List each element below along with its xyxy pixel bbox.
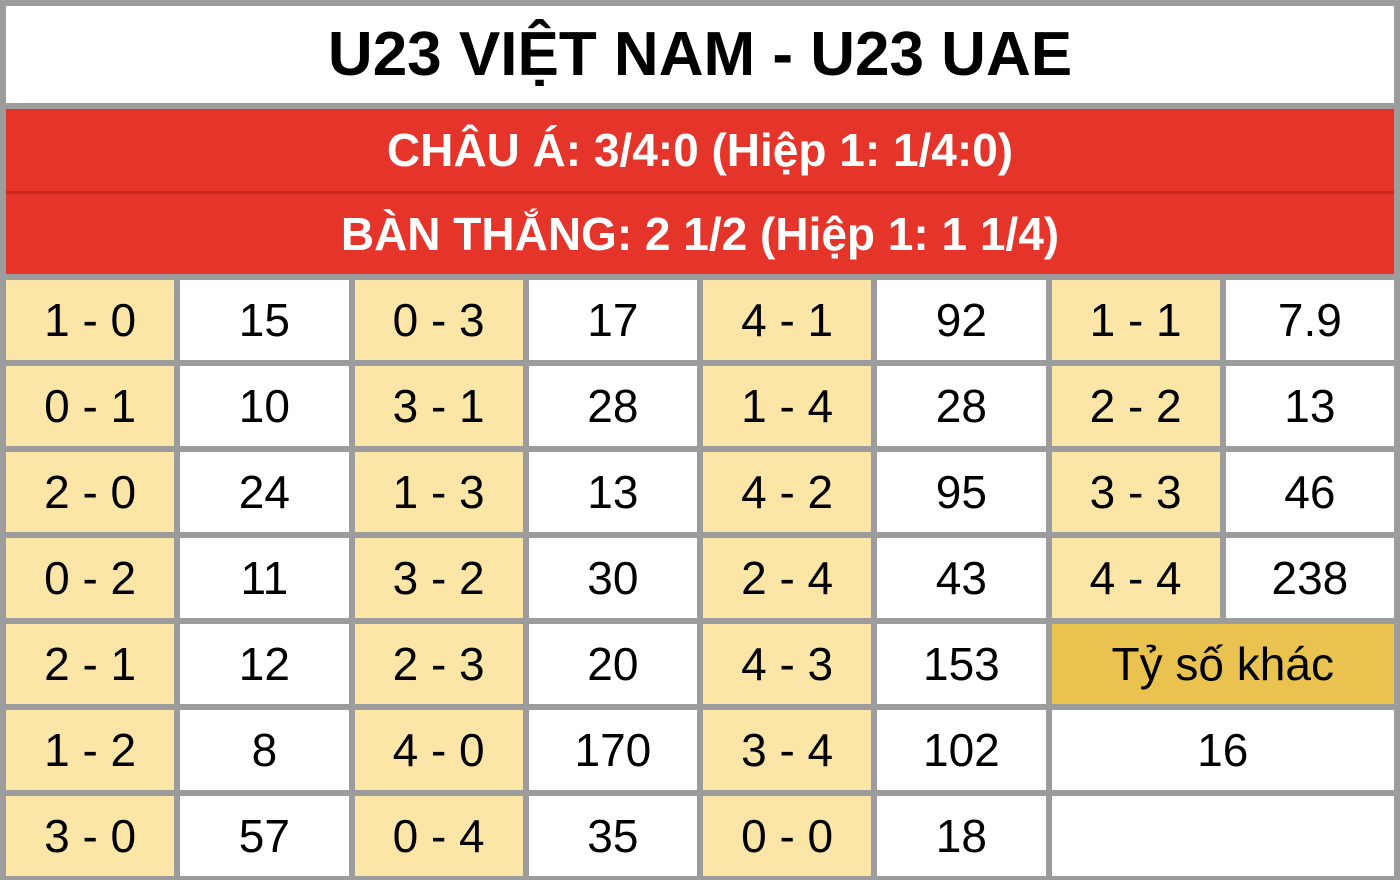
score-cell: 0 - 2 — [6, 538, 175, 618]
odds-cell: 35 — [528, 796, 697, 876]
score-cell: 1 - 3 — [354, 452, 523, 532]
correct-score-grid: 1 - 0 15 0 - 3 17 4 - 1 92 1 - 1 7.9 0 - 1 10 3 - … — [6, 280, 1394, 876]
odds-cell: 28 — [877, 366, 1046, 446]
odds-cell: 17 — [528, 280, 697, 360]
odds-cell: 92 — [877, 280, 1046, 360]
asian-handicap-row: CHÂU Á: 3/4:0 (Hiệp 1: 1/4:0) — [6, 109, 1394, 194]
odds-cell: 57 — [180, 796, 349, 876]
score-cell: 1 - 2 — [6, 710, 175, 790]
odds-cell: 153 — [877, 624, 1046, 704]
score-cell: 3 - 0 — [6, 796, 175, 876]
match-title: U23 VIỆT NAM - U23 UAE — [6, 6, 1394, 103]
other-score-label: Tỷ số khác — [1051, 624, 1394, 704]
odds-cell: 46 — [1225, 452, 1394, 532]
score-cell: 4 - 1 — [703, 280, 872, 360]
odds-cell: 12 — [180, 624, 349, 704]
score-cell: 2 - 1 — [6, 624, 175, 704]
score-cell: 4 - 4 — [1051, 538, 1220, 618]
score-cell: 4 - 0 — [354, 710, 523, 790]
odds-cell: 11 — [180, 538, 349, 618]
odds-cell: 30 — [528, 538, 697, 618]
score-cell: 1 - 4 — [703, 366, 872, 446]
odds-cell: 102 — [877, 710, 1046, 790]
odds-cell: 28 — [528, 366, 697, 446]
total-goals-row: BÀN THẮNG: 2 1/2 (Hiệp 1: 1 1/4) — [6, 194, 1394, 274]
score-cell: 0 - 0 — [703, 796, 872, 876]
odds-cell: 13 — [528, 452, 697, 532]
score-cell: 2 - 3 — [354, 624, 523, 704]
odds-cell: 20 — [528, 624, 697, 704]
score-cell: 2 - 0 — [6, 452, 175, 532]
score-cell: 3 - 3 — [1051, 452, 1220, 532]
score-cell: 4 - 2 — [703, 452, 872, 532]
odds-cell: 170 — [528, 710, 697, 790]
score-cell: 3 - 1 — [354, 366, 523, 446]
score-cell: 4 - 3 — [703, 624, 872, 704]
odds-cell: 238 — [1225, 538, 1394, 618]
score-cell: 2 - 4 — [703, 538, 872, 618]
odds-cell: 10 — [180, 366, 349, 446]
odds-cell: 24 — [180, 452, 349, 532]
odds-cell: 13 — [1225, 366, 1394, 446]
score-cell: 2 - 2 — [1051, 366, 1220, 446]
other-score-odds: 16 — [1051, 710, 1394, 790]
score-cell: 1 - 0 — [6, 280, 175, 360]
odds-cell: 8 — [180, 710, 349, 790]
score-cell: 3 - 4 — [703, 710, 872, 790]
score-cell: 1 - 1 — [1051, 280, 1220, 360]
odds-cell: 18 — [877, 796, 1046, 876]
odds-cell: 15 — [180, 280, 349, 360]
odds-cell: 43 — [877, 538, 1046, 618]
odds-cell: 7.9 — [1225, 280, 1394, 360]
empty-cell — [1051, 796, 1394, 876]
odds-cell: 95 — [877, 452, 1046, 532]
score-cell: 0 - 1 — [6, 366, 175, 446]
score-cell: 0 - 4 — [354, 796, 523, 876]
score-cell: 0 - 3 — [354, 280, 523, 360]
score-cell: 3 - 2 — [354, 538, 523, 618]
